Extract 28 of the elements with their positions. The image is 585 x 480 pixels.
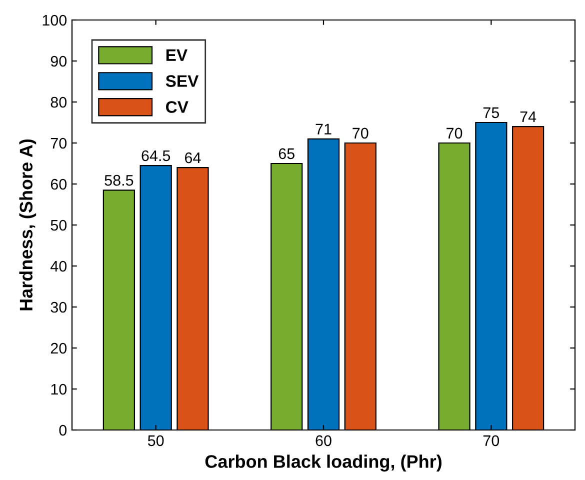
y-tick-label: 20 bbox=[50, 342, 67, 354]
y-axis-title: Hardness, (Shore A) bbox=[19, 139, 36, 310]
y-tick-label: 100 bbox=[42, 14, 67, 26]
y-tick-label: 90 bbox=[50, 56, 67, 67]
y-tick-label: 30 bbox=[50, 302, 67, 313]
x-axis-title: Carbon Black loading, (Phr) bbox=[205, 454, 442, 472]
data-label: 70 bbox=[352, 128, 368, 139]
data-label: 75 bbox=[483, 107, 500, 118]
y-tick-label: 80 bbox=[50, 96, 67, 108]
data-label: 64 bbox=[185, 152, 201, 164]
data-label: 74 bbox=[520, 112, 536, 122]
y-tick-label: 60 bbox=[50, 178, 67, 190]
data-label: 64.5 bbox=[142, 150, 170, 162]
y-tick-label: 0 bbox=[59, 424, 67, 436]
data-label: 58.5 bbox=[104, 174, 134, 186]
y-tick-label: 50 bbox=[50, 220, 67, 231]
data-label: 71 bbox=[316, 124, 332, 134]
x-tick-label: 60 bbox=[316, 435, 332, 446]
y-tick-label: 40 bbox=[50, 260, 67, 272]
data-label: 65 bbox=[278, 148, 294, 160]
y-tick-label: 70 bbox=[50, 138, 67, 149]
legend-label: EV bbox=[166, 49, 188, 61]
x-tick-label: 50 bbox=[148, 435, 164, 446]
y-tick-label: 10 bbox=[51, 384, 67, 395]
x-tick-label: 70 bbox=[483, 435, 500, 446]
data-label: 70 bbox=[446, 128, 462, 139]
legend-label: SEV bbox=[166, 75, 199, 87]
legend-label: CV bbox=[166, 101, 188, 113]
